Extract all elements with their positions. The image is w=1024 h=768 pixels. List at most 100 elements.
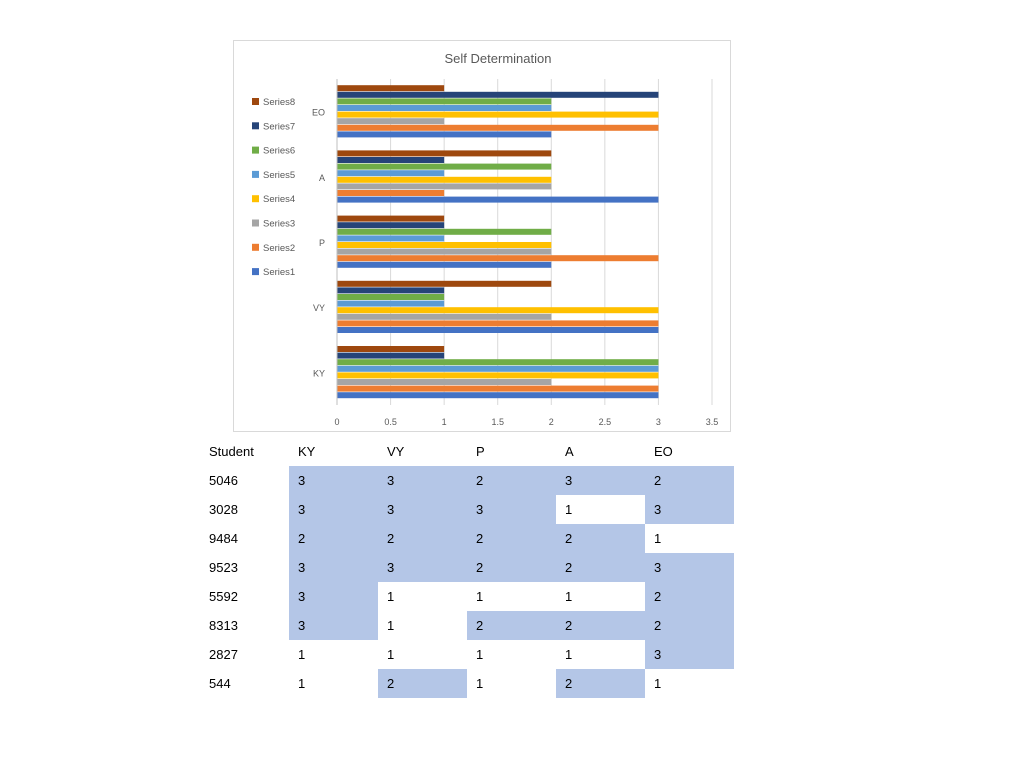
legend-label: Series8 xyxy=(263,97,295,108)
score-cell: 2 xyxy=(556,611,645,640)
bar-series8-a xyxy=(337,150,552,157)
legend-label: Series1 xyxy=(263,267,295,278)
score-cell: 3 xyxy=(289,466,378,495)
bar-series3-ky xyxy=(337,379,552,385)
x-tick-label: 3.5 xyxy=(706,417,719,427)
table-row: 3028 3 3 3 1 3 xyxy=(200,495,734,524)
bar-series2-vy xyxy=(337,320,659,327)
legend-swatch xyxy=(252,243,259,251)
x-tick-label: 3 xyxy=(656,417,661,427)
bar-series2-a xyxy=(337,190,445,196)
score-cell: 1 xyxy=(387,618,395,633)
student-id-cell: 9484 xyxy=(209,531,238,546)
score-cell: 1 xyxy=(298,647,306,662)
score-cell: 1 xyxy=(476,676,484,691)
legend-swatch xyxy=(252,170,259,178)
legend-label: Series2 xyxy=(263,243,295,254)
score-cell: 1 xyxy=(387,647,395,662)
score-cell: 3 xyxy=(467,495,556,524)
bar-series8-eo xyxy=(337,85,445,92)
table-header-cell: Student xyxy=(209,444,254,459)
bar-series4-eo xyxy=(337,111,659,118)
category-label: KY xyxy=(313,368,325,378)
x-tick-label: 1 xyxy=(442,417,447,427)
bar-series2-ky xyxy=(337,385,659,392)
bar-series4-vy xyxy=(337,307,659,314)
score-cell: 3 xyxy=(289,495,378,524)
bar-series5-ky xyxy=(337,365,659,372)
chart-container: Self Determination 0 0.5 1 1.5 2 2.5 3 3.5 KY VY P… xyxy=(233,40,731,432)
table-row: 544 1 2 1 2 1 xyxy=(200,669,734,698)
bar-series5-eo xyxy=(337,105,552,111)
score-cell: 1 xyxy=(565,502,573,517)
legend-label: Series7 xyxy=(263,121,295,132)
student-id-cell: 8313 xyxy=(209,618,238,633)
score-cell: 2 xyxy=(556,524,645,553)
bar-series4-ky xyxy=(337,372,659,379)
bar-series1-vy xyxy=(337,327,659,333)
bar-series6-vy xyxy=(337,294,445,300)
score-cell: 2 xyxy=(645,611,734,640)
legend-label: Series5 xyxy=(263,170,295,181)
bar-series6-eo xyxy=(337,98,552,105)
score-cell: 3 xyxy=(645,495,734,524)
table-header-cell: A xyxy=(565,444,574,459)
legend-swatch xyxy=(252,98,259,105)
bar-series1-eo xyxy=(337,131,552,138)
legend-label: Series3 xyxy=(263,219,295,230)
bar-series5-vy xyxy=(337,300,445,307)
score-cell: 3 xyxy=(289,611,378,640)
score-cell: 2 xyxy=(467,466,556,495)
table-header-cell: KY xyxy=(298,444,316,459)
score-cell: 1 xyxy=(387,589,395,604)
x-tick-label: 2 xyxy=(549,417,554,427)
legend-swatch xyxy=(252,146,259,154)
score-cell: 1 xyxy=(476,647,484,662)
bar-series4-a xyxy=(337,176,552,183)
score-cell: 2 xyxy=(645,582,734,611)
score-cell: 2 xyxy=(645,466,734,495)
student-id-cell: 5592 xyxy=(209,589,238,604)
bar-series3-eo xyxy=(337,118,445,125)
student-id-cell: 5046 xyxy=(209,473,238,488)
table-header-cell: VY xyxy=(387,444,405,459)
score-cell: 2 xyxy=(378,524,467,553)
student-id-cell: 544 xyxy=(209,676,231,691)
score-cell: 3 xyxy=(556,466,645,495)
table-row: 2827 1 1 1 1 3 xyxy=(200,640,734,669)
x-tick-label: 0.5 xyxy=(384,417,397,427)
bar-series1-p xyxy=(337,261,552,268)
score-cell: 3 xyxy=(289,553,378,582)
category-label: A xyxy=(319,173,325,183)
bar-series6-a xyxy=(337,163,552,170)
legend-swatch xyxy=(252,268,259,276)
score-cell: 2 xyxy=(556,553,645,582)
score-cell: 3 xyxy=(378,495,467,524)
bar-series5-a xyxy=(337,170,445,177)
legend-label: Series6 xyxy=(263,146,295,157)
bar-series2-eo xyxy=(337,124,659,131)
score-cell: 1 xyxy=(654,531,662,546)
score-cell: 2 xyxy=(378,669,467,698)
bar-series1-ky xyxy=(337,392,659,399)
category-label: EO xyxy=(312,108,325,118)
bar-series5-p xyxy=(337,235,445,242)
score-cell: 3 xyxy=(378,466,467,495)
student-scores-table: Student KY VY P A EO 5046 3 3 2 3 2 3028 3 3 3 1 3 9484 2 2… xyxy=(200,437,734,698)
bar-series2-p xyxy=(337,255,659,262)
table-row: 9523 3 3 2 2 3 xyxy=(200,553,734,582)
bar-series7-vy xyxy=(337,287,445,294)
table-header-cell: P xyxy=(476,444,485,459)
score-cell: 2 xyxy=(556,669,645,698)
bar-series8-p xyxy=(337,215,445,222)
legend-swatch xyxy=(252,219,259,227)
bar-series7-p xyxy=(337,222,445,229)
bar-series1-a xyxy=(337,196,659,203)
score-cell: 2 xyxy=(467,524,556,553)
bar-series6-ky xyxy=(337,359,659,366)
bar-series7-ky xyxy=(337,352,445,359)
bar-series3-a xyxy=(337,183,552,190)
bar-series6-p xyxy=(337,228,552,235)
table-header-row: Student KY VY P A EO xyxy=(200,437,734,466)
score-cell: 1 xyxy=(654,676,662,691)
